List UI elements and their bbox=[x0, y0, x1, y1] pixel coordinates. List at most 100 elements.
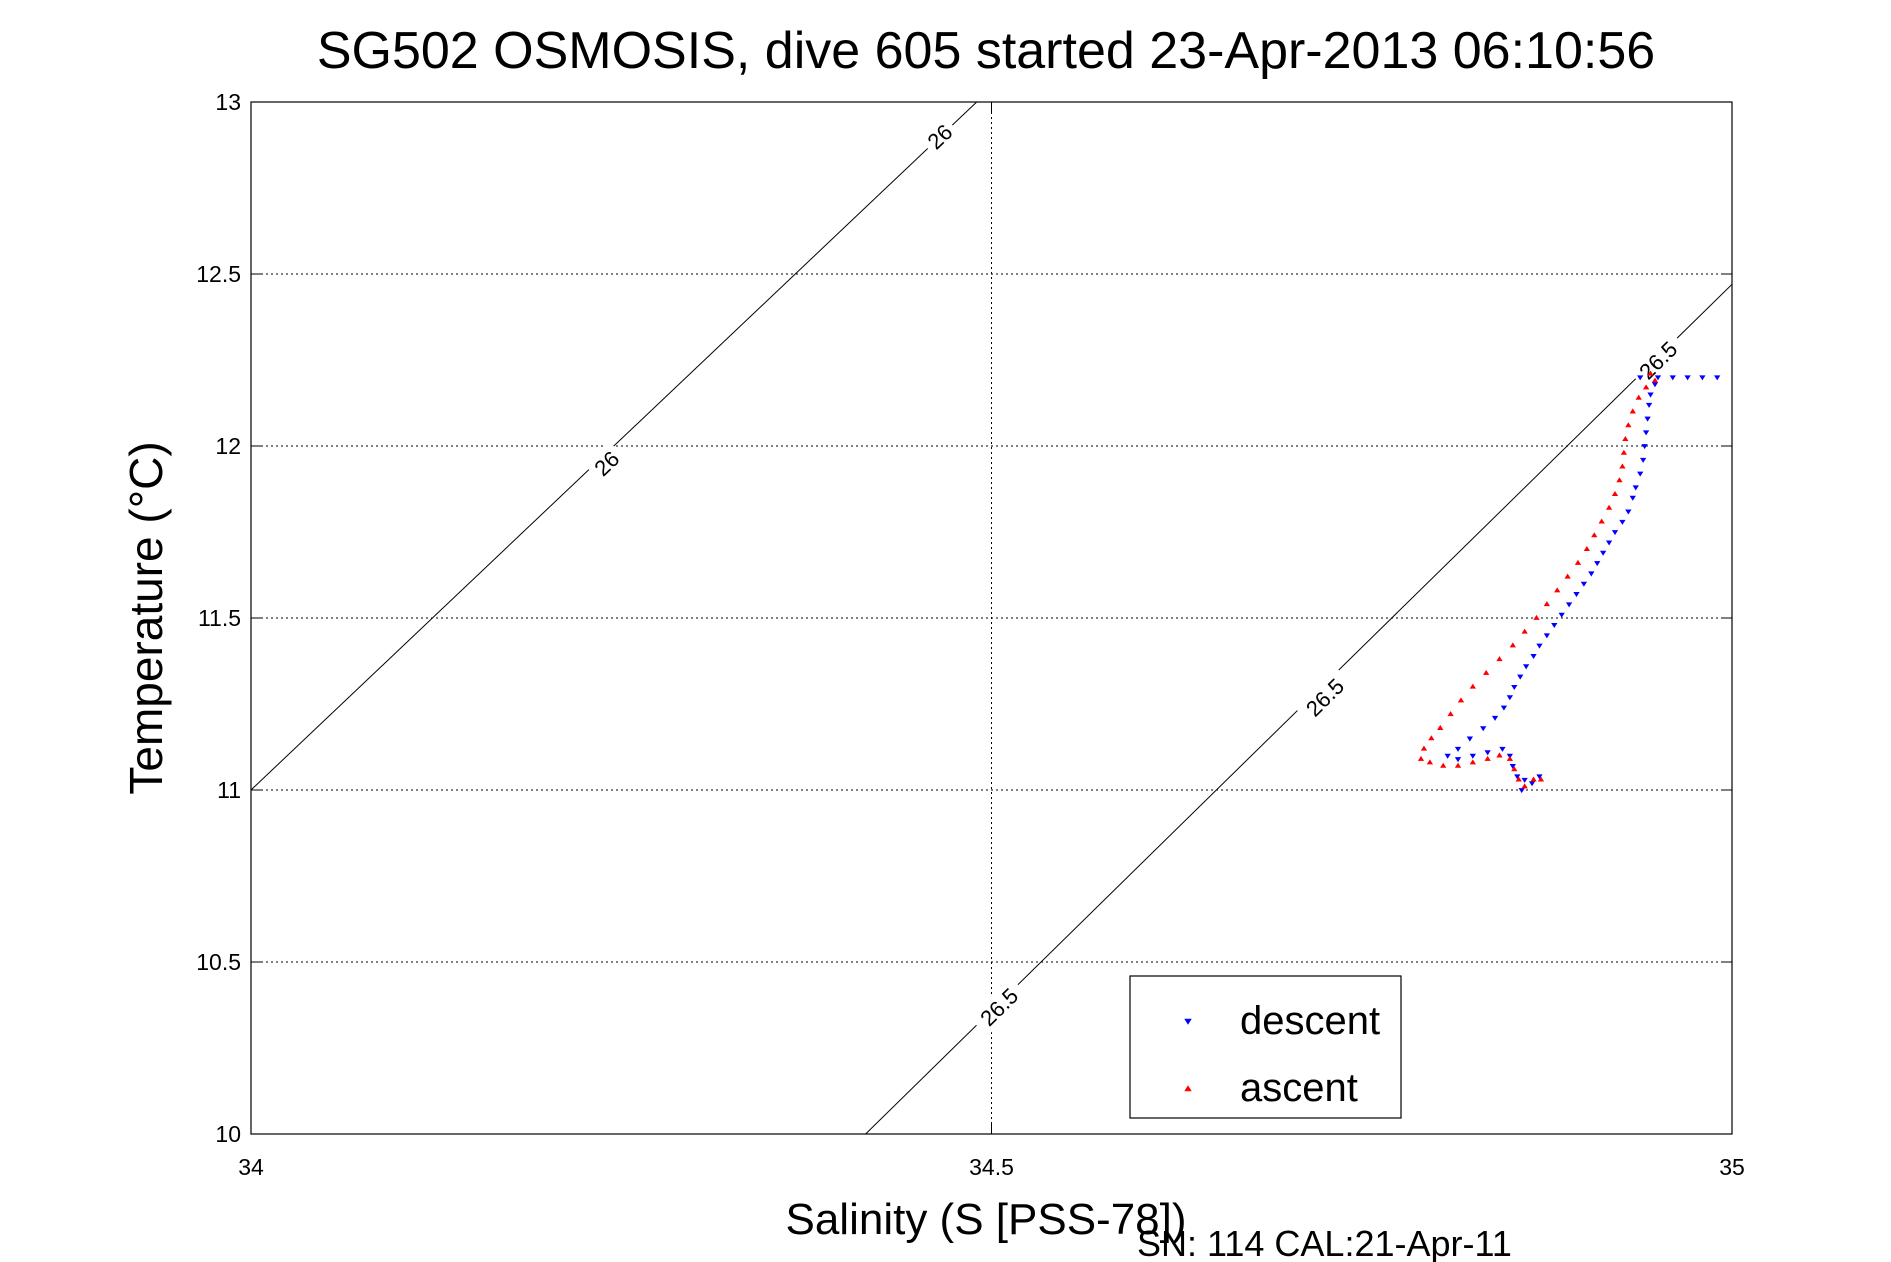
descent-point bbox=[1594, 561, 1601, 567]
descent-point bbox=[1605, 540, 1613, 546]
descent-point bbox=[1444, 753, 1451, 759]
descent-point bbox=[1644, 416, 1651, 422]
legend-marker-symbol bbox=[1184, 1018, 1192, 1025]
descent-point bbox=[1580, 581, 1588, 587]
ascent-point bbox=[1635, 394, 1642, 400]
descent-point bbox=[1469, 753, 1476, 759]
ascent-point bbox=[1530, 776, 1537, 782]
y-tick-label: 11.5 bbox=[198, 605, 241, 631]
y-tick-label: 10 bbox=[215, 1121, 241, 1147]
ascent-point bbox=[1457, 697, 1465, 703]
descent-point bbox=[1551, 623, 1558, 629]
isopycnal-line bbox=[251, 102, 978, 791]
x-tick-label: 35 bbox=[1719, 1154, 1745, 1180]
descent-point bbox=[1645, 402, 1653, 408]
descent-point bbox=[1669, 375, 1676, 381]
ascent-point bbox=[1622, 435, 1629, 441]
descent-point bbox=[1454, 746, 1462, 752]
ascent-point bbox=[1543, 601, 1551, 607]
descent-point bbox=[1642, 430, 1650, 436]
ascent-point bbox=[1619, 463, 1626, 469]
ascent-point bbox=[1611, 490, 1619, 497]
ascent-point bbox=[1629, 408, 1636, 414]
calibration-footnote: SN: 114 CAL:21-Apr-11 bbox=[1137, 1223, 1512, 1262]
descent-point bbox=[1530, 653, 1537, 660]
ascent-point bbox=[1484, 755, 1491, 761]
y-tick-label: 13 bbox=[215, 89, 241, 115]
descent-point bbox=[1654, 375, 1662, 381]
ascent-point bbox=[1454, 762, 1462, 768]
descent-point bbox=[1509, 764, 1516, 770]
descent-point bbox=[1500, 705, 1508, 711]
x-axis-label: Salinity (S [PSS-78]) bbox=[785, 1195, 1186, 1244]
descent-point bbox=[1491, 715, 1499, 721]
legend-marker-ascent bbox=[1184, 1085, 1192, 1092]
ascent-point bbox=[1521, 628, 1528, 634]
ascent-point bbox=[1515, 776, 1522, 782]
ascent-point bbox=[1642, 384, 1650, 390]
ascent-point bbox=[1598, 518, 1605, 524]
descent-point bbox=[1480, 726, 1487, 732]
descent-point bbox=[1637, 375, 1644, 381]
descent-point bbox=[1518, 788, 1525, 794]
ascent-point bbox=[1521, 783, 1528, 789]
legend-box bbox=[1129, 975, 1402, 1119]
ascent-point bbox=[1506, 755, 1513, 761]
descent-point bbox=[1506, 695, 1513, 701]
grid-lines bbox=[251, 102, 1732, 1134]
isopycnal-label-bg bbox=[585, 442, 628, 485]
ascent-point bbox=[1469, 759, 1476, 765]
ascent-point bbox=[1533, 614, 1540, 620]
ascent-point bbox=[1496, 752, 1503, 758]
descent-point bbox=[1684, 375, 1691, 381]
descent-point bbox=[1454, 757, 1462, 763]
legend-marker-symbol bbox=[1184, 1085, 1192, 1092]
legend-marker-descent bbox=[1184, 1018, 1192, 1025]
y-axis-label: Temperature (°C) bbox=[120, 441, 172, 794]
ascent-point bbox=[1483, 669, 1490, 675]
isopycnal-label-bg bbox=[1628, 330, 1688, 390]
descent-point bbox=[1521, 777, 1528, 783]
chart-title: SG502 OSMOSIS, dive 605 started 23-Apr-2… bbox=[317, 22, 1655, 80]
ascent-point bbox=[1651, 377, 1659, 383]
descent-point bbox=[1625, 509, 1632, 515]
descent-point bbox=[1558, 612, 1565, 618]
descent-point bbox=[1641, 444, 1648, 450]
descent-point bbox=[1573, 592, 1580, 598]
ascent-point bbox=[1616, 477, 1623, 483]
legend: descent ascent bbox=[1129, 975, 1402, 1119]
ascent-point bbox=[1583, 546, 1591, 552]
descent-point bbox=[1499, 746, 1506, 752]
ascent-point bbox=[1496, 656, 1503, 662]
isopycnal-label-bg bbox=[1294, 667, 1355, 727]
descent-point bbox=[1637, 471, 1644, 477]
descent-point bbox=[1714, 375, 1721, 381]
axis-ticks: 34 34.5 35 10 10.5 11 11.5 12 12.5 13 bbox=[196, 89, 1745, 1180]
ascent-point bbox=[1574, 559, 1582, 565]
y-tick-label: 12.5 bbox=[196, 261, 241, 287]
ascent-point bbox=[1428, 735, 1435, 741]
y-tick-label: 12 bbox=[215, 433, 241, 459]
isopycnal-label-bg bbox=[969, 977, 1029, 1037]
ascent-point bbox=[1620, 449, 1628, 455]
ascent-point bbox=[1509, 642, 1516, 648]
descent-point bbox=[1651, 382, 1659, 388]
descent-point bbox=[1632, 485, 1639, 491]
ascent-point bbox=[1605, 504, 1613, 510]
descent-point bbox=[1647, 392, 1654, 398]
descent-point bbox=[1466, 736, 1474, 742]
ascent-point bbox=[1564, 573, 1571, 579]
descent-point bbox=[1536, 643, 1543, 649]
ascent-point bbox=[1420, 745, 1428, 751]
ascent-point bbox=[1537, 776, 1545, 782]
descent-point bbox=[1514, 774, 1521, 780]
ascent-point bbox=[1625, 422, 1632, 428]
descent-point bbox=[1699, 375, 1706, 381]
descent-point bbox=[1484, 750, 1491, 756]
ascent-point bbox=[1417, 755, 1425, 761]
ascent-point bbox=[1447, 711, 1454, 717]
descent-point bbox=[1517, 674, 1524, 680]
descent-point bbox=[1511, 684, 1518, 690]
ascent-point bbox=[1469, 683, 1476, 689]
